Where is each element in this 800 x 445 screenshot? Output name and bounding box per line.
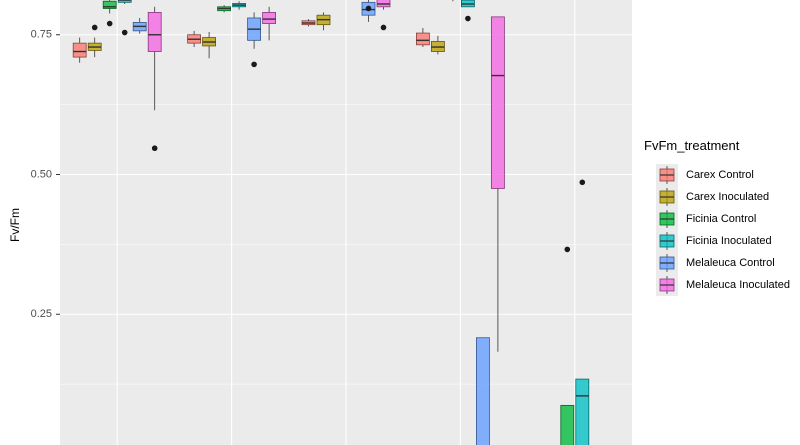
- legend-label-carex-inoculated: Carex Inoculated: [686, 191, 769, 203]
- box-g0-t2: [102, 0, 117, 27]
- box-g1-t4: [247, 12, 262, 68]
- legend-label-ficinia-inoculated: Ficinia Inoculated: [686, 235, 772, 247]
- box-g1-t2: [217, 5, 232, 13]
- box-g3-t5-iqr: [490, 16, 505, 189]
- box-g0-t4: [132, 17, 147, 34]
- box-g1-t0: [187, 30, 202, 48]
- box-g2-t1: [316, 12, 331, 31]
- y-tick-label-0: 0.25: [31, 308, 52, 320]
- box-g0-t5: [147, 6, 162, 152]
- box-g3-t2: [452, 0, 454, 2]
- box-g0-t1-outlier-0: [91, 24, 98, 31]
- box-g0-t1: [87, 24, 102, 58]
- box-g4-t3: [575, 179, 590, 445]
- box-g3-t4: [475, 337, 490, 445]
- box-g0-t3-outlier-0: [121, 29, 128, 36]
- legend-title: FvFm_treatment: [644, 138, 740, 153]
- y-axis: 0.25 0.50 0.75 Fv/Fm: [8, 29, 60, 320]
- box-g3-t3: [460, 0, 475, 22]
- box-layer: [72, 0, 590, 445]
- box-g4-t2: [560, 246, 575, 445]
- legend-label-melaleuca-control: Melaleuca Control: [686, 257, 775, 269]
- box-g0-t5-outlier-0: [151, 145, 158, 152]
- y-axis-title: Fv/Fm: [8, 208, 22, 242]
- box-g4-t2-iqr: [560, 404, 575, 445]
- box-g0-t2-outlier-0: [106, 20, 113, 27]
- legend-key-4: [656, 252, 678, 274]
- box-g0-t5-iqr: [147, 11, 162, 52]
- box-g3-t3-outlier-0: [465, 15, 471, 22]
- legend-keys: [656, 164, 678, 296]
- box-g0-t3: [117, 0, 132, 36]
- legend-label-carex-control: Carex Control: [686, 169, 754, 181]
- legend-key-2: [656, 208, 678, 230]
- legend-label-ficinia-control: Ficinia Control: [686, 213, 756, 225]
- box-g4-t3-iqr: [575, 378, 590, 445]
- box-g3-t0: [415, 28, 430, 48]
- legend-key-5: [656, 274, 678, 296]
- box-g4-t3-outlier-0: [579, 179, 586, 186]
- box-g0-t0-iqr: [72, 42, 87, 58]
- box-g2-t5: [376, 0, 391, 31]
- box-g1-t3: [232, 1, 247, 10]
- box-g3-t0-iqr: [415, 32, 430, 46]
- box-g0-t2-iqr: [102, 0, 117, 9]
- box-g2-t4-outlier-0: [365, 5, 372, 12]
- box-g3-t4-iqr: [475, 337, 490, 445]
- y-tick-label-2: 0.75: [31, 29, 52, 41]
- box-g1-t4-outlier-0: [251, 61, 257, 68]
- box-g2-t0: [301, 19, 316, 27]
- box-g3-t5: [490, 16, 505, 352]
- box-g1-t5-iqr: [262, 11, 277, 24]
- box-g1-t5: [262, 6, 277, 41]
- box-g2-t5-outlier-0: [380, 24, 387, 31]
- box-g0-t3-iqr: [117, 0, 132, 3]
- y-tick-label-1: 0.50: [31, 168, 52, 180]
- box-g4-t2-outlier-0: [564, 246, 571, 253]
- box-g2-t4: [361, 0, 376, 22]
- legend-key-1: [656, 186, 678, 208]
- box-g3-t1: [430, 35, 445, 55]
- box-g0-t0: [72, 37, 87, 63]
- legend-key-3: [656, 230, 678, 252]
- y-tick-marks: [56, 34, 60, 315]
- box-g1-t1: [202, 31, 217, 59]
- legend-label-melaleuca-inoculated: Melaleuca Inoculated: [686, 279, 790, 291]
- legend: FvFm_treatment Carex Control Carex Inocu…: [644, 138, 790, 296]
- legend-key-0: [656, 164, 678, 186]
